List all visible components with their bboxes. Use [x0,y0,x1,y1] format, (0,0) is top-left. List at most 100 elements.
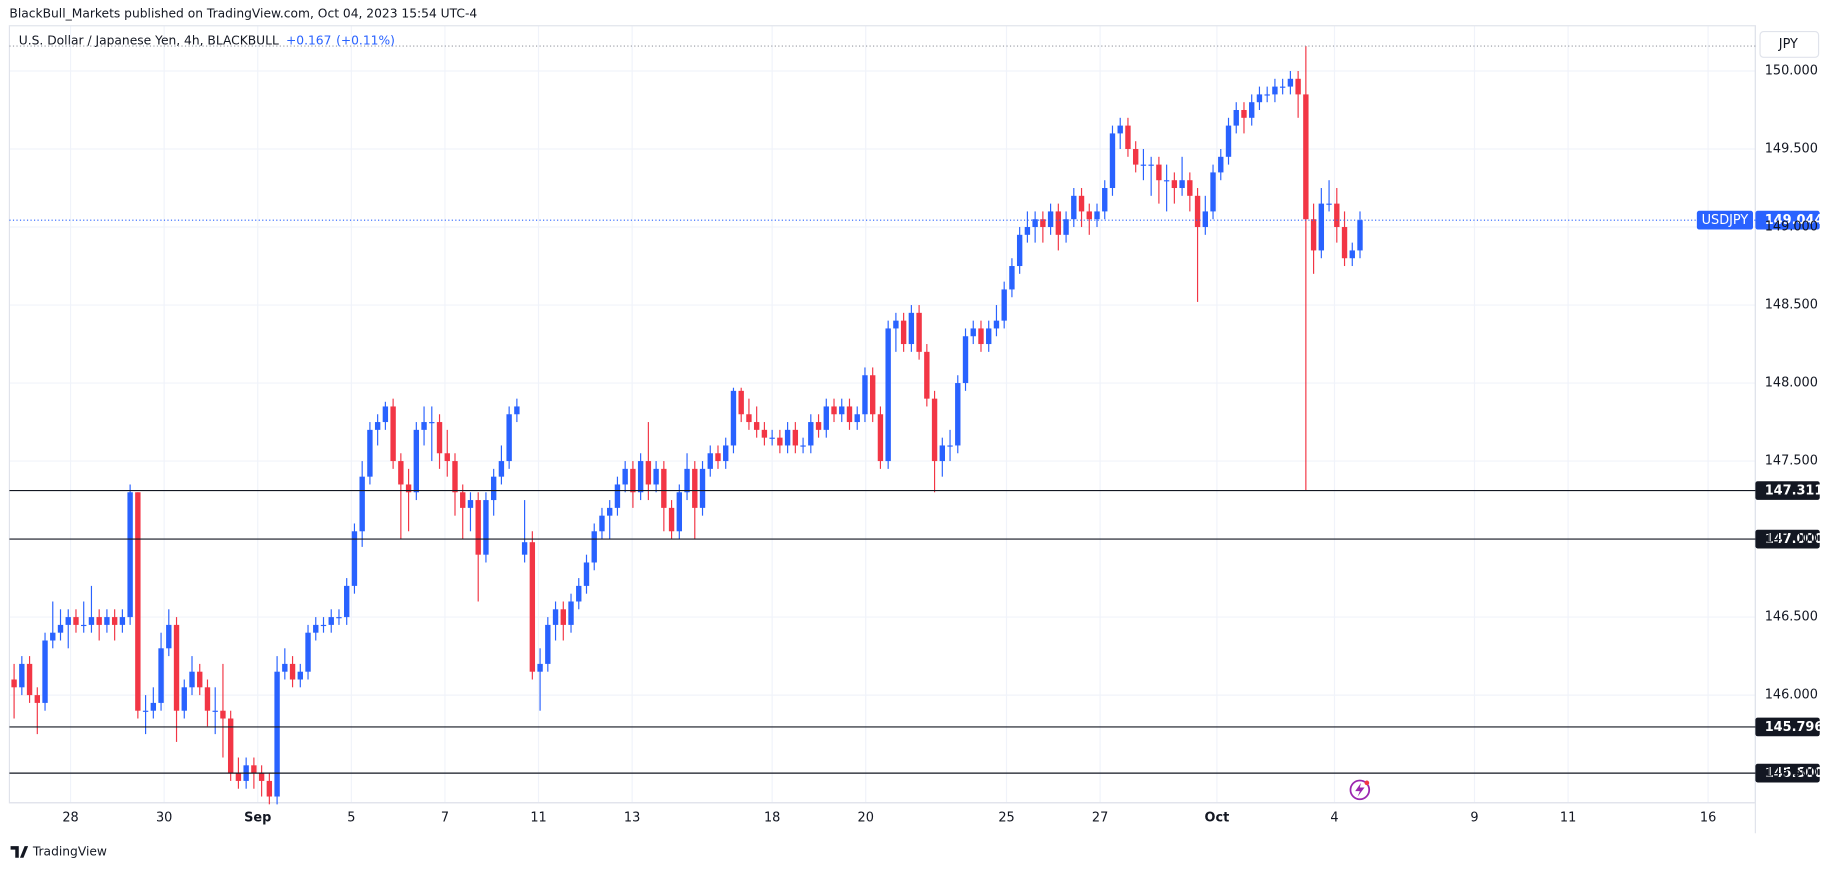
candle-body [800,445,806,447]
candle-body [382,406,389,423]
candle-body [599,515,605,532]
x-tick-label: 16 [1700,810,1716,825]
candle-body [1218,156,1224,173]
candle-body [545,624,551,664]
candle-body [1202,211,1208,228]
y-tick-label: 146.500 [1765,610,1818,625]
candle-body [313,624,319,633]
candle-body [142,710,149,712]
candle-body [1194,195,1201,228]
candle-body [792,429,799,446]
candle-body [289,663,296,680]
candle-body [429,422,435,424]
candle-body [1357,220,1363,251]
candle-body [1001,289,1007,321]
candle-body [939,445,945,462]
candle-body [537,663,543,672]
candle-body [490,476,497,501]
candle-body [1187,180,1193,196]
candle-body [1063,219,1069,235]
candle-body [11,679,17,688]
level-label-box [1755,529,1820,549]
symbol-label-box [1696,210,1754,230]
x-tick-label: 27 [1092,810,1108,825]
candle-body [1024,227,1031,235]
candle-body [622,468,628,485]
candle-body [405,484,412,493]
candle-body [908,312,915,345]
candle-body [19,663,25,688]
publisher-header: BlackBull_Markets published on TradingVi… [9,7,477,21]
candle-body [251,765,257,774]
candle-body [34,695,40,703]
candle-body [305,632,311,672]
candle-body [854,414,860,423]
currency-box[interactable] [1759,31,1820,58]
candle-body [204,687,211,711]
candle-body [916,312,922,352]
grid [9,25,1756,803]
candle-body [753,422,760,430]
candle-body [893,320,899,329]
candle-body [475,500,481,555]
candle-body [607,507,613,516]
candle-body [815,422,822,430]
candle-body [614,484,621,508]
candle-body [57,624,64,633]
candle-body [1163,180,1170,182]
candle-body [81,624,87,627]
candle-body [460,492,466,508]
candle-body [1009,266,1015,290]
candle-body [839,406,845,415]
candle-body [777,437,783,446]
candle-body [668,507,675,532]
candle-body [986,328,992,345]
x-tick-label: 11 [530,810,546,825]
candle-body [1109,133,1116,189]
candle-body [1078,195,1085,212]
candle-body [1303,94,1309,220]
candle-body [498,461,505,477]
candle-body [336,617,342,619]
candle-body [436,422,443,454]
candle-body [65,617,71,625]
candle-body [1047,211,1054,228]
candle-body [351,531,358,586]
candle-body [1318,203,1325,251]
candle-body [846,406,853,423]
candle-body [227,718,234,774]
candle-body [1148,164,1154,166]
candle-body [784,429,791,446]
y-tick-label: 148.500 [1765,298,1818,313]
candle-body [50,632,56,641]
candle-body [552,609,559,625]
change-percent: (+0.11%) [336,33,395,47]
x-tick-label: 7 [441,810,449,825]
x-tick-label: 25 [998,810,1014,825]
x-tick-label: 13 [624,810,640,825]
alert-icon[interactable] [1349,779,1371,801]
candle-body [181,687,187,711]
candle-body [1233,110,1239,126]
candle-body [769,437,775,439]
change: +0.167 [286,33,331,47]
candle-body [529,542,536,672]
candle-body [684,468,690,493]
candle-body [514,406,520,415]
x-tick-label: Oct [1205,810,1230,825]
currency[interactable]: JPY [1778,37,1798,52]
candle-body [96,617,102,625]
candle-body [173,624,180,711]
y-tick-label: 146.000 [1765,688,1818,703]
candle-body [885,328,891,462]
candle-body [962,336,969,384]
x-tick-label: 30 [156,810,172,825]
level-label: 147.000 [1765,532,1824,547]
candle-body [1249,102,1255,118]
brand: TradingView [32,844,107,858]
icon-ring [1349,779,1371,801]
candle-body [931,398,938,462]
candle-body [1071,195,1077,220]
level-label-box [1755,481,1820,500]
candle-body [568,601,574,625]
